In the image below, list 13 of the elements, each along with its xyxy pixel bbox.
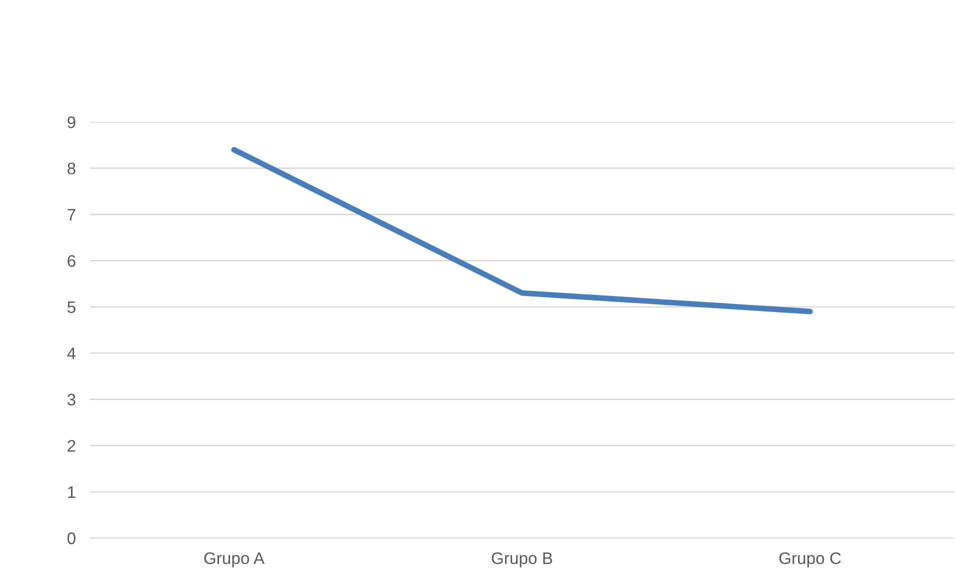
y-tick-label: 3	[67, 394, 76, 406]
y-tick-label: 6	[68, 255, 76, 267]
y-tick-label: 5	[68, 301, 76, 314]
y-tick-label: 0	[67, 532, 76, 544]
y-tick-label: 8	[68, 162, 76, 174]
y-tick-label: 4	[67, 348, 76, 360]
x-tick-label: Grupo A	[204, 552, 265, 568]
y-tick-label: 9	[68, 116, 76, 128]
y-tick-label: 2	[68, 440, 76, 452]
y-tick-label: 1	[68, 486, 76, 498]
y-tick-label: 7	[68, 209, 76, 220]
x-tick-label: Grupo B	[492, 552, 552, 568]
x-tick-label: Grupo C	[779, 552, 841, 568]
